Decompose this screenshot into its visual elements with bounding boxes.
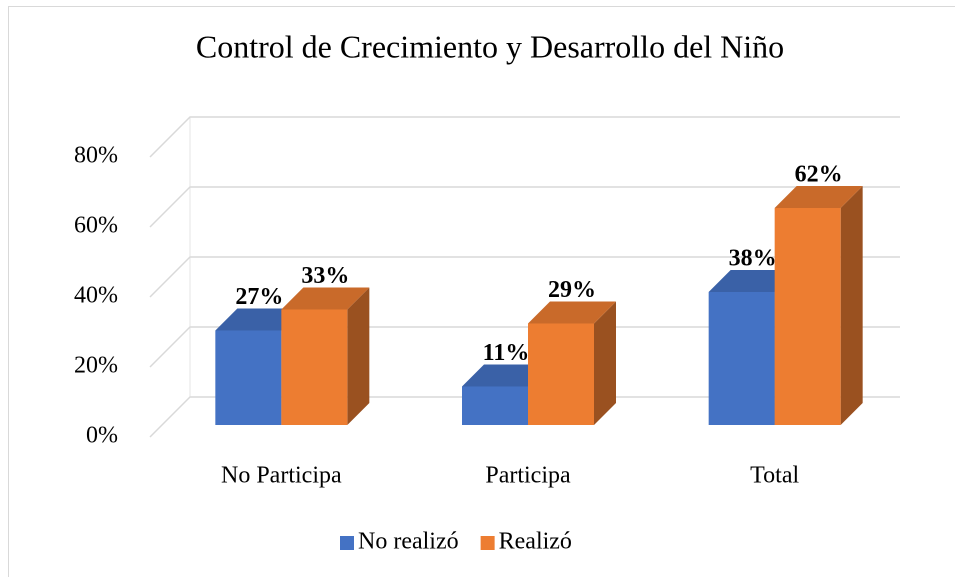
y-tick-label: 40% bbox=[74, 283, 118, 309]
y-tick-label: 60% bbox=[74, 213, 118, 239]
y-tick-label: 0% bbox=[86, 423, 118, 449]
bar bbox=[528, 323, 594, 425]
bar-top bbox=[281, 287, 370, 310]
x-tick-label: Total bbox=[750, 463, 799, 489]
y-tick-label: 80% bbox=[74, 143, 118, 169]
bar bbox=[462, 386, 528, 425]
legend-label: Realizó bbox=[499, 529, 572, 555]
grid-line bbox=[149, 396, 900, 438]
value-label: 33% bbox=[301, 263, 349, 289]
legend-swatch bbox=[480, 536, 495, 550]
bar bbox=[281, 309, 348, 425]
bar bbox=[708, 292, 775, 425]
value-label: 38% bbox=[729, 246, 777, 272]
grid-line bbox=[149, 256, 900, 298]
chart-title: Control de Crecimiento y Desarrollo del … bbox=[196, 28, 784, 64]
value-label: 11% bbox=[483, 340, 530, 366]
grid-line bbox=[149, 116, 900, 158]
x-tick-label: Participa bbox=[485, 463, 571, 489]
legend-swatch bbox=[340, 536, 354, 550]
chart-border bbox=[8, 6, 955, 577]
grid-line bbox=[149, 186, 900, 228]
bar-top bbox=[528, 301, 616, 324]
bar bbox=[774, 208, 841, 425]
value-label: 29% bbox=[548, 277, 596, 303]
bar-top bbox=[774, 186, 863, 208]
x-tick-label: No Participa bbox=[221, 463, 342, 489]
bar-side bbox=[840, 186, 863, 425]
bar-side bbox=[347, 287, 370, 425]
value-label: 27% bbox=[235, 284, 283, 310]
bar bbox=[215, 330, 282, 425]
grid-line bbox=[149, 326, 900, 368]
y-tick-label: 20% bbox=[74, 353, 118, 379]
value-label: 62% bbox=[795, 162, 843, 188]
bar-side bbox=[594, 301, 616, 425]
legend-label: No realizó bbox=[358, 529, 459, 555]
